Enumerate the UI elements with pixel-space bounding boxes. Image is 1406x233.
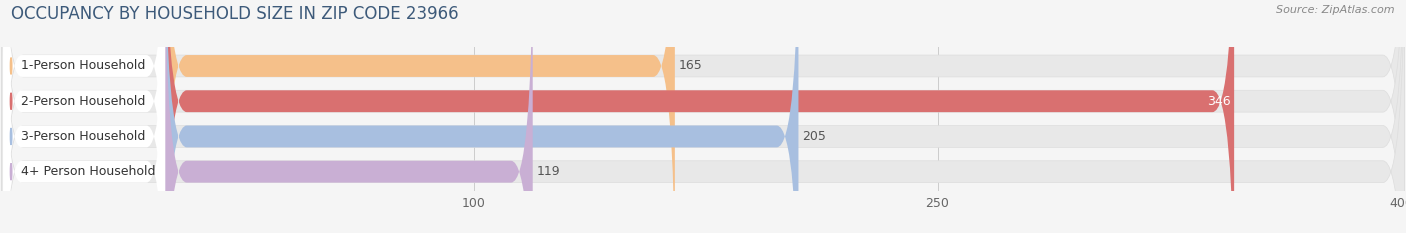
FancyBboxPatch shape — [165, 0, 675, 233]
Circle shape — [10, 163, 11, 180]
Text: 1-Person Household: 1-Person Household — [21, 59, 145, 72]
Text: 119: 119 — [537, 165, 561, 178]
Text: 165: 165 — [679, 59, 703, 72]
FancyBboxPatch shape — [165, 0, 533, 233]
Text: Source: ZipAtlas.com: Source: ZipAtlas.com — [1277, 5, 1395, 15]
Text: 205: 205 — [803, 130, 827, 143]
Circle shape — [10, 93, 11, 110]
Text: 346: 346 — [1208, 95, 1232, 108]
Circle shape — [10, 128, 11, 145]
FancyBboxPatch shape — [165, 0, 799, 233]
Circle shape — [10, 58, 11, 74]
FancyBboxPatch shape — [165, 0, 1234, 233]
FancyBboxPatch shape — [3, 0, 165, 233]
FancyBboxPatch shape — [3, 0, 165, 233]
Text: 3-Person Household: 3-Person Household — [21, 130, 145, 143]
Text: 4+ Person Household: 4+ Person Household — [21, 165, 156, 178]
Text: OCCUPANCY BY HOUSEHOLD SIZE IN ZIP CODE 23966: OCCUPANCY BY HOUSEHOLD SIZE IN ZIP CODE … — [11, 5, 458, 23]
FancyBboxPatch shape — [3, 0, 165, 233]
Text: 2-Person Household: 2-Person Household — [21, 95, 145, 108]
FancyBboxPatch shape — [3, 0, 165, 233]
